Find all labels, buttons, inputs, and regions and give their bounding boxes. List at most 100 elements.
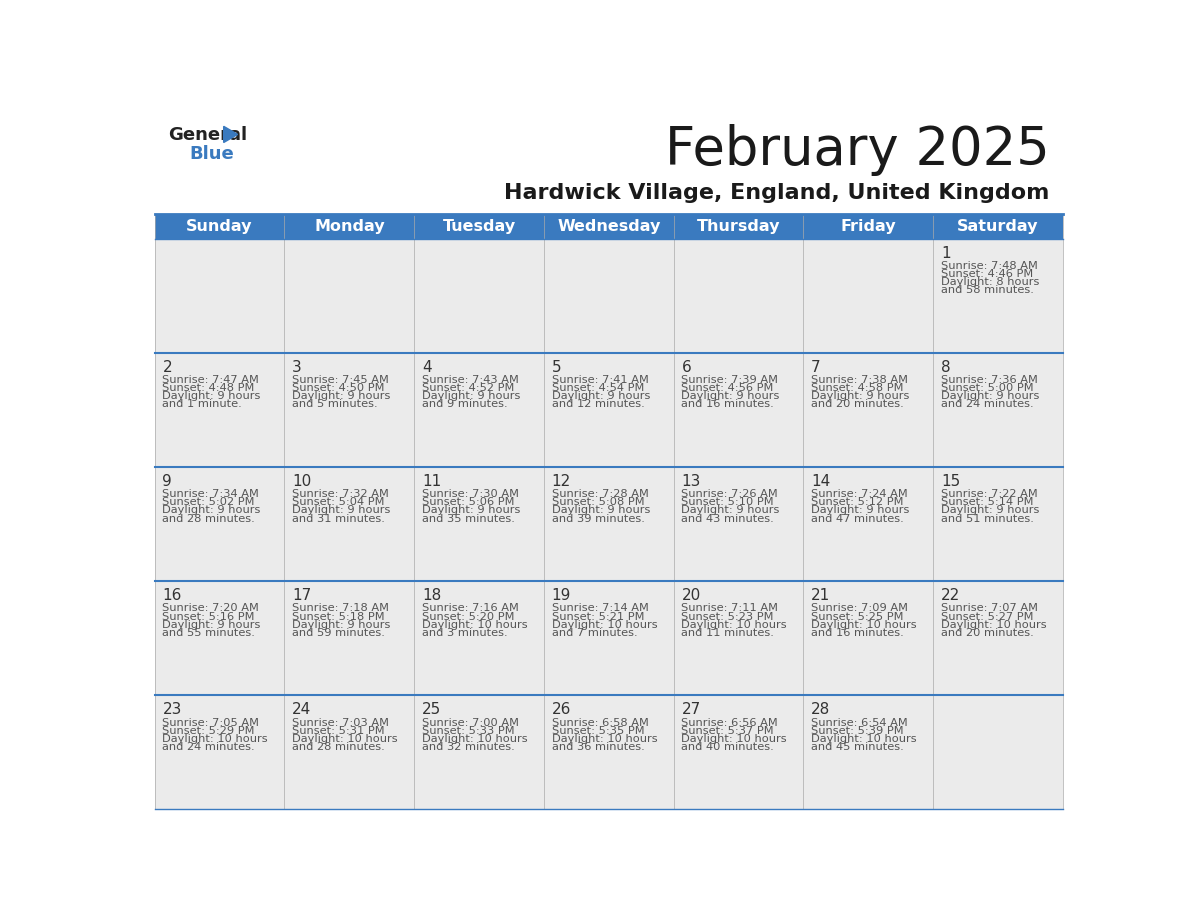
Text: Sunrise: 7:22 AM: Sunrise: 7:22 AM [941, 489, 1038, 499]
Text: Daylight: 9 hours: Daylight: 9 hours [163, 620, 261, 630]
FancyBboxPatch shape [415, 581, 544, 695]
Text: and 36 minutes.: and 36 minutes. [551, 742, 644, 752]
Text: and 24 minutes.: and 24 minutes. [163, 742, 255, 752]
Text: Daylight: 9 hours: Daylight: 9 hours [551, 506, 650, 516]
Text: 14: 14 [811, 474, 830, 489]
Text: Sunrise: 7:05 AM: Sunrise: 7:05 AM [163, 718, 259, 728]
Text: 9: 9 [163, 474, 172, 489]
Text: 7: 7 [811, 360, 821, 375]
Text: 18: 18 [422, 588, 441, 603]
Text: 26: 26 [551, 702, 571, 717]
FancyBboxPatch shape [934, 239, 1063, 353]
FancyBboxPatch shape [803, 581, 934, 695]
FancyBboxPatch shape [284, 467, 415, 581]
Text: 10: 10 [292, 474, 311, 489]
Text: and 16 minutes.: and 16 minutes. [682, 399, 775, 409]
Text: Sunset: 4:48 PM: Sunset: 4:48 PM [163, 384, 254, 393]
FancyBboxPatch shape [415, 467, 544, 581]
Text: Sunrise: 7:30 AM: Sunrise: 7:30 AM [422, 489, 519, 499]
FancyBboxPatch shape [803, 239, 934, 353]
Text: Sunset: 5:29 PM: Sunset: 5:29 PM [163, 725, 255, 735]
Text: Daylight: 10 hours: Daylight: 10 hours [941, 620, 1047, 630]
FancyBboxPatch shape [674, 467, 803, 581]
Text: 27: 27 [682, 702, 701, 717]
Text: 3: 3 [292, 360, 302, 375]
Text: 4: 4 [422, 360, 431, 375]
Text: 25: 25 [422, 702, 441, 717]
Text: Sunset: 4:46 PM: Sunset: 4:46 PM [941, 269, 1034, 279]
FancyBboxPatch shape [544, 353, 674, 467]
FancyBboxPatch shape [803, 695, 934, 810]
Text: Daylight: 9 hours: Daylight: 9 hours [292, 391, 391, 401]
Text: Daylight: 10 hours: Daylight: 10 hours [551, 733, 657, 744]
Text: Sunrise: 7:38 AM: Sunrise: 7:38 AM [811, 375, 909, 386]
FancyBboxPatch shape [284, 581, 415, 695]
FancyBboxPatch shape [154, 695, 284, 810]
Text: Sunrise: 7:43 AM: Sunrise: 7:43 AM [422, 375, 519, 386]
Text: Sunrise: 6:54 AM: Sunrise: 6:54 AM [811, 718, 908, 728]
FancyBboxPatch shape [803, 353, 934, 467]
Text: Sunrise: 7:28 AM: Sunrise: 7:28 AM [551, 489, 649, 499]
Text: Daylight: 10 hours: Daylight: 10 hours [422, 620, 527, 630]
FancyBboxPatch shape [415, 239, 544, 353]
Text: Sunset: 4:58 PM: Sunset: 4:58 PM [811, 384, 904, 393]
Text: Sunrise: 7:26 AM: Sunrise: 7:26 AM [682, 489, 778, 499]
Text: Daylight: 9 hours: Daylight: 9 hours [422, 391, 520, 401]
Text: Monday: Monday [314, 218, 385, 234]
FancyBboxPatch shape [154, 353, 284, 467]
Text: Daylight: 9 hours: Daylight: 9 hours [292, 620, 391, 630]
Text: Sunset: 5:18 PM: Sunset: 5:18 PM [292, 611, 385, 621]
Text: Daylight: 9 hours: Daylight: 9 hours [682, 506, 779, 516]
Text: 23: 23 [163, 702, 182, 717]
Text: and 58 minutes.: and 58 minutes. [941, 285, 1034, 296]
FancyBboxPatch shape [934, 581, 1063, 695]
Text: Sunset: 5:39 PM: Sunset: 5:39 PM [811, 725, 904, 735]
Text: 6: 6 [682, 360, 691, 375]
Text: Daylight: 9 hours: Daylight: 9 hours [551, 391, 650, 401]
Text: and 35 minutes.: and 35 minutes. [422, 513, 514, 523]
Text: Sunrise: 7:39 AM: Sunrise: 7:39 AM [682, 375, 778, 386]
Text: Sunset: 5:33 PM: Sunset: 5:33 PM [422, 725, 514, 735]
Text: Daylight: 10 hours: Daylight: 10 hours [551, 620, 657, 630]
Text: Daylight: 9 hours: Daylight: 9 hours [811, 506, 910, 516]
Text: and 31 minutes.: and 31 minutes. [292, 513, 385, 523]
Text: Sunset: 5:04 PM: Sunset: 5:04 PM [292, 498, 385, 508]
FancyBboxPatch shape [415, 353, 544, 467]
Text: and 16 minutes.: and 16 minutes. [811, 628, 904, 638]
Text: and 12 minutes.: and 12 minutes. [551, 399, 644, 409]
Text: Daylight: 10 hours: Daylight: 10 hours [292, 733, 398, 744]
Text: Sunrise: 7:14 AM: Sunrise: 7:14 AM [551, 603, 649, 613]
Text: 22: 22 [941, 588, 960, 603]
Text: and 20 minutes.: and 20 minutes. [811, 399, 904, 409]
Text: Daylight: 9 hours: Daylight: 9 hours [163, 506, 261, 516]
Text: Sunrise: 7:36 AM: Sunrise: 7:36 AM [941, 375, 1038, 386]
Text: 2: 2 [163, 360, 172, 375]
Text: Sunday: Sunday [187, 218, 253, 234]
Text: Daylight: 8 hours: Daylight: 8 hours [941, 277, 1040, 287]
Text: Daylight: 9 hours: Daylight: 9 hours [292, 506, 391, 516]
Text: Sunset: 5:27 PM: Sunset: 5:27 PM [941, 611, 1034, 621]
Text: Friday: Friday [841, 218, 896, 234]
FancyBboxPatch shape [284, 695, 415, 810]
Text: and 32 minutes.: and 32 minutes. [422, 742, 514, 752]
FancyBboxPatch shape [674, 695, 803, 810]
Text: February 2025: February 2025 [665, 124, 1050, 176]
Text: Sunrise: 7:03 AM: Sunrise: 7:03 AM [292, 718, 390, 728]
Text: 19: 19 [551, 588, 571, 603]
Text: 24: 24 [292, 702, 311, 717]
Text: Daylight: 10 hours: Daylight: 10 hours [422, 733, 527, 744]
Text: 12: 12 [551, 474, 571, 489]
FancyBboxPatch shape [934, 467, 1063, 581]
Text: Daylight: 10 hours: Daylight: 10 hours [811, 733, 917, 744]
FancyBboxPatch shape [544, 695, 674, 810]
Text: Sunrise: 7:47 AM: Sunrise: 7:47 AM [163, 375, 259, 386]
Text: Sunrise: 7:20 AM: Sunrise: 7:20 AM [163, 603, 259, 613]
Text: 1: 1 [941, 246, 950, 261]
Text: and 24 minutes.: and 24 minutes. [941, 399, 1034, 409]
Text: Sunrise: 7:32 AM: Sunrise: 7:32 AM [292, 489, 390, 499]
Text: Sunset: 5:14 PM: Sunset: 5:14 PM [941, 498, 1034, 508]
FancyBboxPatch shape [934, 353, 1063, 467]
Text: Sunrise: 7:45 AM: Sunrise: 7:45 AM [292, 375, 390, 386]
FancyBboxPatch shape [674, 581, 803, 695]
Text: 5: 5 [551, 360, 562, 375]
